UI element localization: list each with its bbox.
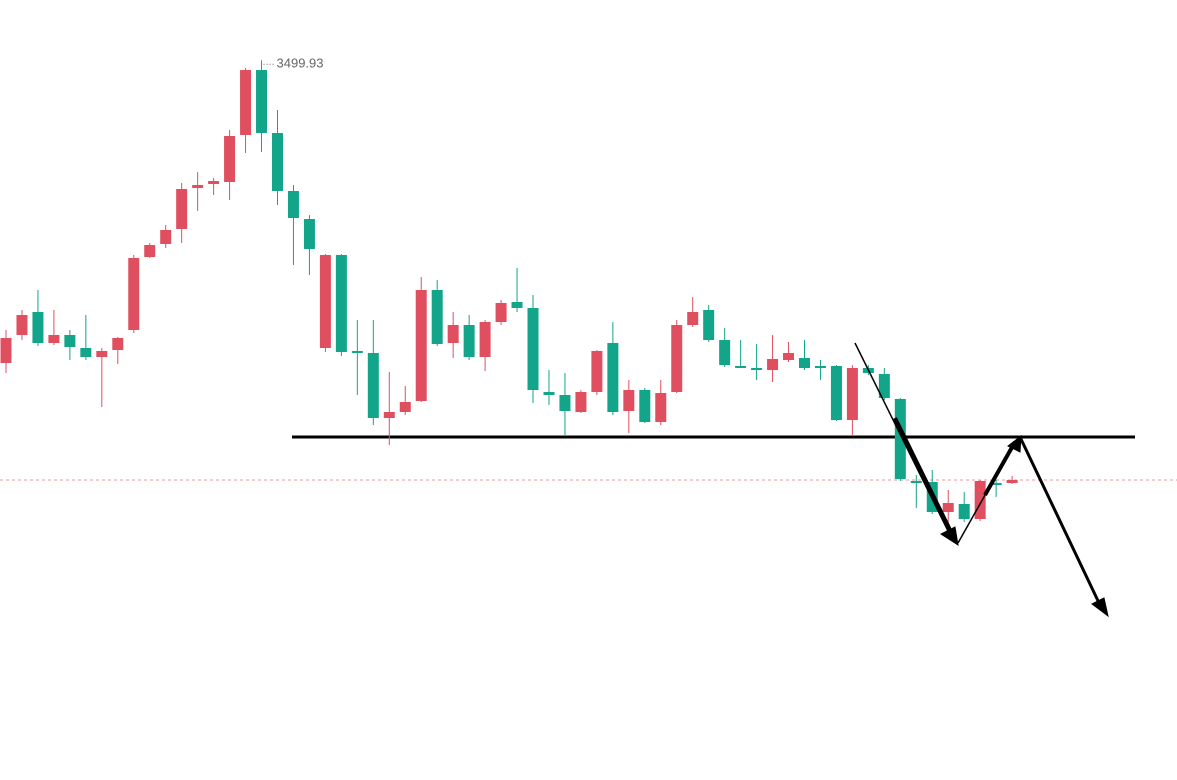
candle-body xyxy=(1006,480,1018,483)
candle-body xyxy=(96,351,108,357)
drawings xyxy=(854,342,1109,618)
candle-body xyxy=(160,230,172,244)
candle-body xyxy=(671,325,683,392)
candle-body xyxy=(16,315,28,335)
candle-body xyxy=(319,255,331,348)
candle-body xyxy=(830,366,842,420)
candle-body xyxy=(240,70,252,135)
candle-body xyxy=(176,189,188,229)
candle-body xyxy=(415,290,427,401)
candle-body xyxy=(479,322,491,357)
high-label: 3499.93 xyxy=(277,56,324,71)
candle-body xyxy=(974,481,986,519)
candle-body xyxy=(687,312,699,325)
candle-body xyxy=(942,503,954,512)
candle-body xyxy=(990,483,1002,485)
candle-body xyxy=(607,343,619,412)
candle-body xyxy=(303,219,315,249)
candle-body xyxy=(367,353,379,418)
candle-body xyxy=(0,338,12,363)
candle-body xyxy=(655,393,667,422)
candles: 3499.93 xyxy=(0,56,1177,530)
candle-body xyxy=(511,302,523,308)
arrow-shaft xyxy=(1018,436,1102,606)
candle-body xyxy=(799,358,810,368)
candle-body xyxy=(814,366,826,368)
candle-body xyxy=(958,504,970,519)
candle-body xyxy=(527,308,539,390)
candle-body xyxy=(208,181,220,184)
trend-line xyxy=(854,342,951,536)
candle-body xyxy=(351,351,363,353)
candle-body xyxy=(224,136,236,182)
candle-body xyxy=(767,359,779,370)
candle-body xyxy=(399,402,411,412)
arrow-shaft xyxy=(983,441,1017,496)
candle-body xyxy=(591,351,603,392)
candle-body xyxy=(559,395,571,411)
candle-body xyxy=(431,290,443,344)
arrow-shaft xyxy=(893,417,952,531)
candle-body xyxy=(910,481,922,483)
candle-body xyxy=(463,325,475,357)
candle-body xyxy=(878,374,890,398)
candle-body xyxy=(751,368,763,370)
candle-body xyxy=(719,340,731,365)
candle-body xyxy=(256,70,268,133)
candle-body xyxy=(623,390,635,411)
candle-body xyxy=(112,338,124,350)
candle-body xyxy=(32,312,44,343)
candle-body xyxy=(287,191,299,218)
candle-body xyxy=(80,348,92,357)
candle-body xyxy=(447,325,459,343)
arrow-head xyxy=(1007,434,1022,453)
candle-body xyxy=(144,245,156,257)
candle-body xyxy=(495,303,507,322)
candle-body xyxy=(48,335,60,343)
candle-body xyxy=(639,390,651,422)
candle-body xyxy=(383,412,395,418)
candle-body xyxy=(735,366,747,368)
candle-body xyxy=(703,310,715,340)
candle-body xyxy=(846,368,858,420)
candle-body xyxy=(128,258,140,330)
candle-body xyxy=(543,392,555,395)
candle-body xyxy=(894,399,906,479)
arrow-head xyxy=(1091,597,1109,618)
candle-body xyxy=(335,255,347,352)
candle-body xyxy=(783,353,795,360)
candle-body xyxy=(575,392,587,412)
arrow-head xyxy=(939,526,959,547)
candle-body xyxy=(192,185,204,188)
candle-body xyxy=(271,133,283,191)
candle-body xyxy=(64,335,76,347)
